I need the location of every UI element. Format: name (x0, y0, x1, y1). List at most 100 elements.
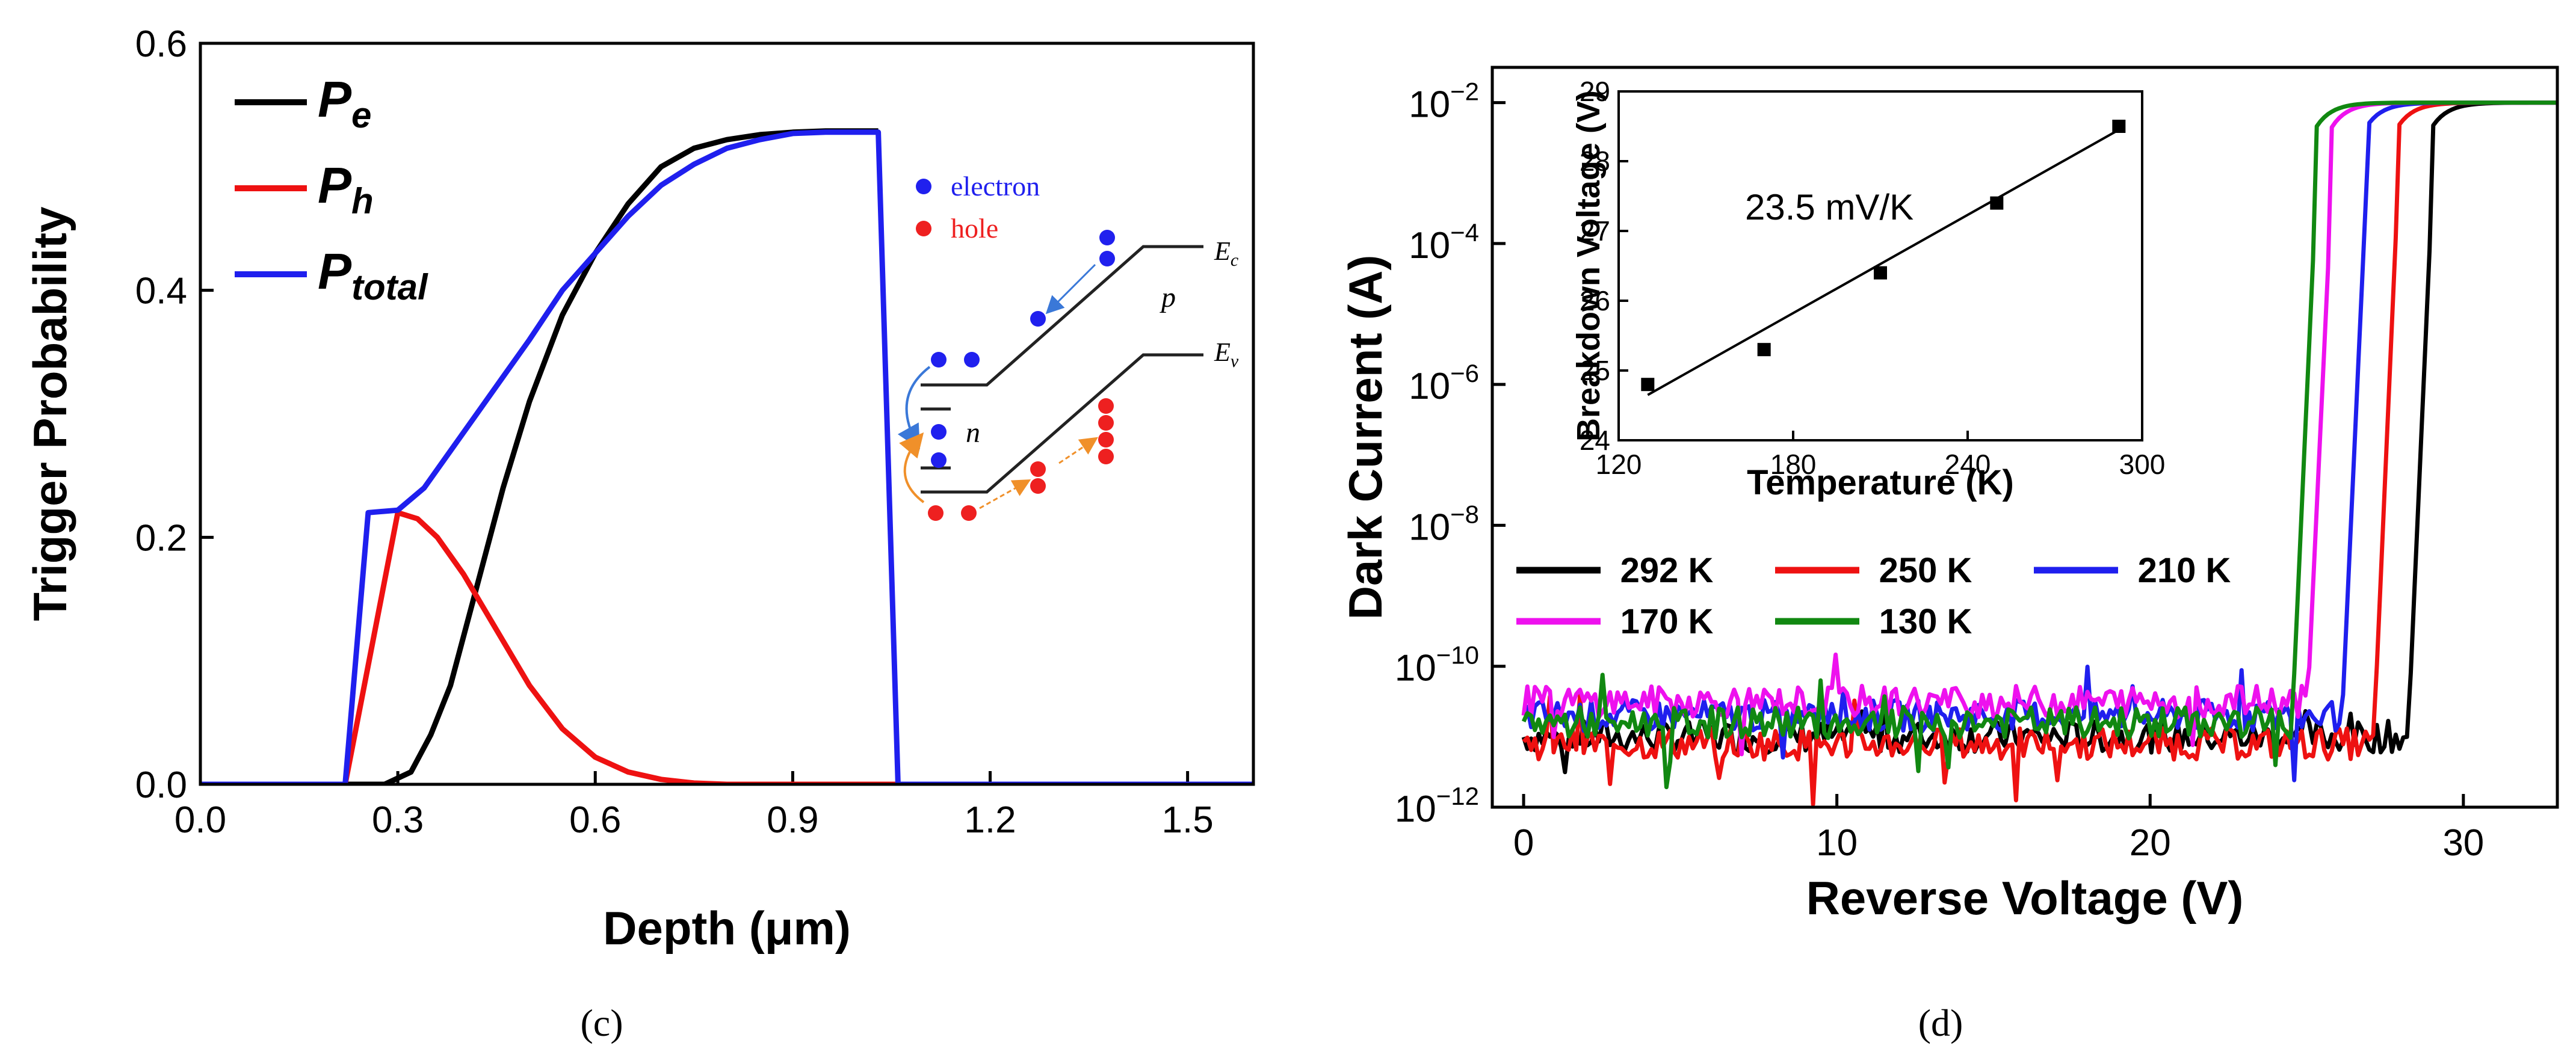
panel-d-series (1521, 100, 2557, 807)
inset-x-tick-label: 240 (1945, 449, 1991, 480)
inset-data-point (1990, 196, 2004, 210)
x-tick-label: 0 (1513, 822, 1534, 864)
x-tick-label: 1.5 (1162, 799, 1214, 841)
x-tick-label: 0.6 (569, 799, 621, 841)
x-tick-label: 30 (2442, 822, 2484, 864)
legend-label: 130 K (1879, 602, 1972, 641)
inset-y-tick-label: 26 (1580, 285, 1610, 316)
panel-c-x-axis-label: Depth (μm) (603, 902, 851, 955)
hole-dot (1098, 432, 1114, 447)
hole-dot (928, 505, 944, 521)
inset-electron-key-dot (916, 179, 931, 194)
y-tick-label: 0.2 (135, 517, 187, 559)
y-tick-label: 0.0 (135, 764, 187, 806)
electron-dot (931, 352, 947, 368)
y-tick-label: 10−10 (1395, 641, 1479, 689)
panel-c-legend: Pe Ph Ptotal (235, 71, 428, 307)
legend-pe-label: Pe (318, 71, 371, 135)
panel-c-caption: (c) (580, 1001, 623, 1044)
electron-dot (1099, 251, 1115, 266)
electron-transition-arrow (897, 366, 931, 449)
hole-drift-arrow (979, 479, 1031, 509)
label-ec: Ec (1214, 236, 1238, 270)
inset-ticks: 120 180 240 300 24 25 26 27 28 29 (1580, 76, 2166, 480)
series-line-250k (1522, 100, 2557, 807)
inset-x-tick-label: 120 (1596, 449, 1642, 480)
legend-ptotal-label: Ptotal (318, 243, 428, 307)
panel-c-y-axis-label: Trigger Probability (23, 206, 76, 621)
inset-data-point (1641, 378, 1655, 392)
inset-x-axis-label: Temperature (K) (1747, 463, 2014, 502)
y-tick-label: 10−12 (1395, 782, 1479, 830)
electron-dot (931, 452, 947, 468)
x-tick-label: 0.3 (372, 799, 424, 841)
panel-c-band-diagram: electron hole Ec Ev p n (897, 171, 1239, 521)
y-tick-label: 0.6 (135, 23, 187, 65)
panel-c-series (200, 128, 1253, 784)
x-tick-label: 1.2 (964, 799, 1016, 841)
panel-c: 0.0 0.3 0.6 0.9 1.2 1.5 0.0 0.2 0.4 0.6 Pe Ph Pto… (23, 23, 1255, 1044)
series-line-130k (1521, 100, 2557, 790)
y-tick-label: 10−8 (1409, 500, 1479, 548)
legend-label: 170 K (1620, 602, 1714, 641)
electron-drift-arrow (1045, 263, 1096, 315)
panel-d-y-axis-label: Dark Current (A) (1339, 255, 1392, 620)
label-ev: Ev (1214, 337, 1239, 371)
x-tick-label: 0.0 (175, 799, 226, 841)
panel-c-gridlayer: 0.0 0.3 0.6 0.9 1.2 1.5 0.0 0.2 0.4 0.6 (135, 23, 1214, 841)
electron-dot (1030, 311, 1046, 327)
x-tick-label: 20 (2130, 822, 2171, 864)
hole-dot (961, 505, 977, 521)
electron-dot (931, 424, 947, 440)
inset-annotation: 23.5 mV/K (1745, 187, 1913, 227)
hole-transition-arrow (899, 432, 925, 503)
label-p-region: p (1160, 281, 1176, 313)
inset-points (1641, 120, 2126, 396)
inset-hole-key-label: hole (951, 213, 998, 244)
inset-data-point (2112, 120, 2126, 133)
inset-plot-frame (1617, 90, 2143, 441)
inset-data-point (1874, 266, 1887, 280)
conduction-band-edge (921, 245, 1203, 387)
panel-d-legend: 292 K 250 K 210 K 170 K 130 K (1516, 551, 2231, 641)
valence-band-edge (921, 353, 1203, 494)
panel-d-x-axis-label: Reverse Voltage (V) (1806, 872, 2244, 924)
panel-c-plot-frame (199, 42, 1255, 786)
series-line-ph (200, 509, 1253, 784)
hole-dot (1098, 415, 1114, 431)
inset-y-axis-label: Breakdown Voltage (V) (1571, 90, 1607, 441)
y-tick-label: 10−2 (1409, 78, 1479, 126)
panel-d-inset: 120 180 240 300 24 25 26 27 28 29 23.5 mV/K Tempe… (1571, 76, 2165, 502)
inset-y-tick-label: 24 (1580, 425, 1610, 456)
x-tick-label: 0.9 (767, 799, 818, 841)
legend-label: 292 K (1620, 551, 1714, 590)
y-tick-label: 0.4 (135, 271, 187, 312)
inset-y-tick-label: 25 (1580, 355, 1610, 386)
legend-label: 250 K (1879, 551, 1972, 590)
series-line-ptotal (200, 129, 1253, 784)
panel-d-caption: (d) (1918, 1001, 1963, 1044)
panel-d-plot-frame (1490, 66, 2559, 809)
legend-label: 210 K (2138, 551, 2231, 590)
inset-y-tick-label: 27 (1580, 215, 1610, 247)
inset-fit-line (1647, 129, 2120, 396)
inset-y-tick-label: 28 (1580, 146, 1610, 177)
hole-dot (1098, 398, 1114, 414)
panel-d-gridlayer: 0 10 20 30 10−12 10−10 10−8 10−6 10−4 10−2 (1395, 78, 2485, 864)
inset-hole-key-dot (916, 221, 931, 236)
hole-dot (1030, 478, 1046, 494)
inset-x-tick-label: 300 (2119, 449, 2166, 480)
electron-dot (1099, 230, 1115, 245)
inset-electron-key-label: electron (951, 171, 1040, 201)
inset-y-tick-label: 29 (1580, 76, 1610, 107)
x-tick-label: 10 (1816, 822, 1858, 864)
hole-drift-arrow (1058, 437, 1098, 464)
series-line-pe (200, 128, 879, 784)
label-n-region: n (966, 417, 980, 449)
electron-dot (964, 352, 980, 368)
inset-data-point (1757, 343, 1771, 357)
y-tick-label: 10−4 (1409, 218, 1479, 266)
y-tick-label: 10−6 (1409, 359, 1479, 407)
